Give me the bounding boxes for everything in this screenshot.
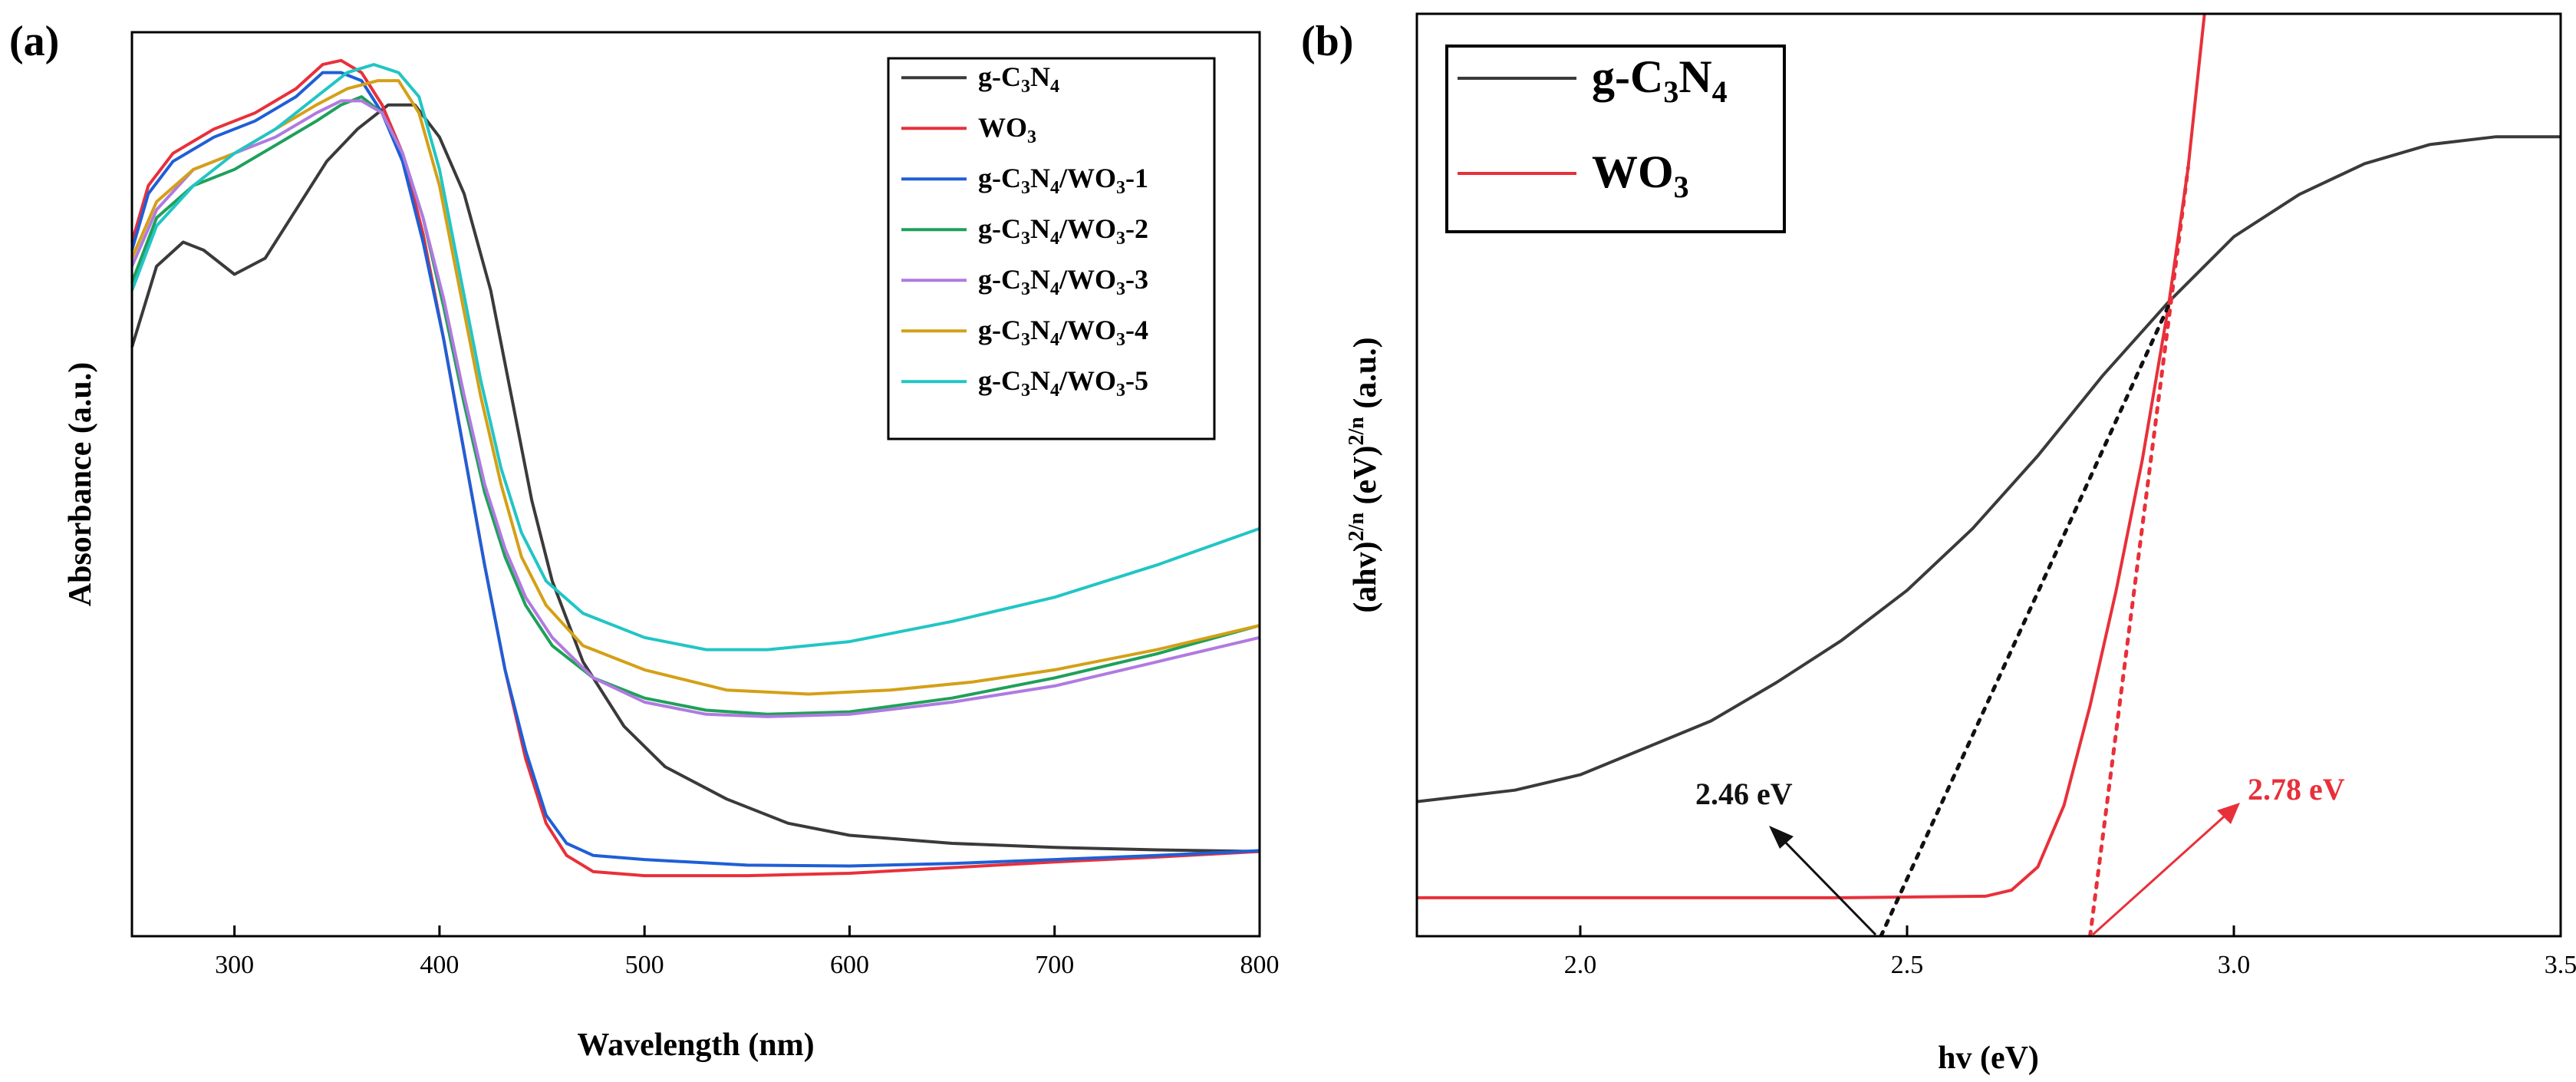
legend-label-a-g-c3n4: g-C3N4 xyxy=(978,61,1059,97)
panel-b-ticks: 2.0 2.5 3.0 3.5 xyxy=(1564,925,2576,979)
x-tick-label: 300 xyxy=(215,951,254,979)
series-line-b-g-c3n4 xyxy=(1417,135,2561,803)
panel-a-series xyxy=(130,58,1260,878)
legend-label-b-wo3: WO3 xyxy=(1592,147,1689,204)
x-tick-label: 500 xyxy=(625,951,664,979)
annotation-2-46-arrow xyxy=(1777,833,1877,936)
panel-b-series xyxy=(1417,14,2561,936)
panel-a-label: (a) xyxy=(9,18,59,65)
annotation-2-78-ev: 2.78 eV xyxy=(2248,772,2345,807)
legend-label-a-g-c3n4-wo3-3: g-C3N4/WO3-3 xyxy=(978,264,1148,299)
x-tick-label: 800 xyxy=(1240,951,1280,979)
panel-a-xlabel: Wavelength (nm) xyxy=(577,1028,814,1063)
annotation-2-78-arrow xyxy=(2091,810,2231,936)
x-tick-label: 2.0 xyxy=(1564,951,1597,979)
x-tick-label: 600 xyxy=(830,951,869,979)
panel-b-xlabel: hv (eV) xyxy=(1938,1041,2039,1076)
x-tick-label: 700 xyxy=(1035,951,1074,979)
panel-b-label: (b) xyxy=(1301,18,1353,65)
annotation-2-46-ev: 2.46 eV xyxy=(1695,777,1793,811)
legend-label-b-g-c3n4: g-C3N4 xyxy=(1592,51,1728,109)
x-tick-label: 3.0 xyxy=(2218,951,2251,979)
panel-a-legend-box xyxy=(887,57,1216,440)
panel-a-ylabel: Absorbance (a.u.) xyxy=(63,362,98,607)
panel-a-legend: g-C3N4 WO3 g-C3N4/WO3-1 g-C3N4/WO3-2 g-C3N4/… xyxy=(887,57,1216,440)
legend-label-a-g-c3n4-wo3-5: g-C3N4/WO3-5 xyxy=(978,365,1148,401)
panel-a: (a) 300 400 500 600 700 800 Wavelength (nm) A… xyxy=(9,18,1280,1063)
x-tick-label: 400 xyxy=(420,951,459,979)
annotation-2-46-arrowhead xyxy=(1769,826,1794,849)
series-line-a-g-c3n4-wo3-3 xyxy=(130,99,1260,718)
series-line-a-g-c3n4-wo3-1 xyxy=(130,71,1260,868)
tangent-line-wo3-tangent xyxy=(2088,165,2190,936)
series-line-b-wo3 xyxy=(1417,14,2206,899)
tangent-line-g-c3n4-tangent xyxy=(1879,304,2171,936)
panel-b-frame xyxy=(1415,12,2562,938)
legend-label-a-g-c3n4-wo3-2: g-C3N4/WO3-2 xyxy=(978,213,1148,249)
annotation-2-78-arrowhead xyxy=(2217,803,2240,824)
series-line-a-g-c3n4-wo3-2 xyxy=(130,95,1260,716)
x-tick-label: 2.5 xyxy=(1891,951,1924,979)
legend-label-a-g-c3n4-wo3-1: g-C3N4/WO3-1 xyxy=(978,163,1148,198)
panel-b-legend: g-C3N4 WO3 xyxy=(1445,45,1786,233)
x-tick-label: 3.5 xyxy=(2545,951,2576,979)
panel-a-ticks: 300 400 500 600 700 800 xyxy=(215,925,1280,979)
panel-b-annotations: 2.46 eV 2.78 eV xyxy=(1695,772,2345,936)
legend-label-a-wo3: WO3 xyxy=(978,112,1036,147)
legend-label-a-g-c3n4-wo3-4: g-C3N4/WO3-4 xyxy=(978,315,1148,350)
panel-b: (b) 2.0 2.5 3.0 3.5 hv (eV) (ahv)2/n (eV)2/… xyxy=(1301,12,2576,1076)
panel-b-ylabel: (ahv)2/n (eV)2/n (a.u.) xyxy=(1345,337,1383,612)
series-line-a-g-c3n4 xyxy=(130,103,1260,853)
series-line-a-g-c3n4-wo3-5 xyxy=(130,63,1260,652)
panel-a-frame xyxy=(130,31,1261,938)
